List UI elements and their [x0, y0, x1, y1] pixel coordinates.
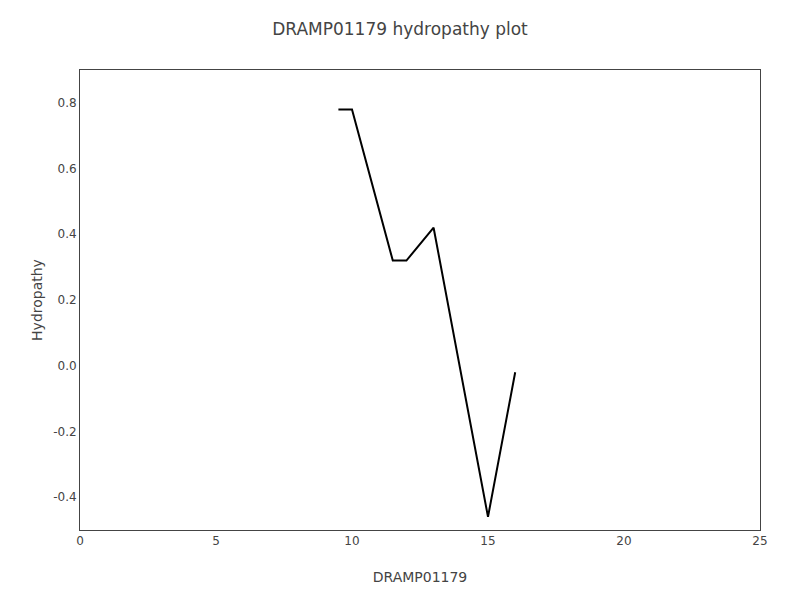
- svg-text:10: 10: [344, 534, 359, 548]
- svg-text:-0.2: -0.2: [53, 425, 76, 439]
- svg-text:0.8: 0.8: [58, 96, 77, 110]
- svg-text:25: 25: [752, 534, 767, 548]
- svg-text:DRAMP01179: DRAMP01179: [373, 569, 468, 585]
- svg-text:0.0: 0.0: [58, 359, 77, 373]
- svg-text:0.4: 0.4: [58, 227, 77, 241]
- svg-text:0.6: 0.6: [58, 162, 77, 176]
- svg-text:-0.4: -0.4: [53, 490, 76, 504]
- svg-text:0: 0: [76, 534, 84, 548]
- svg-text:0.2: 0.2: [58, 293, 77, 307]
- svg-text:5: 5: [212, 534, 220, 548]
- svg-text:15: 15: [480, 534, 495, 548]
- svg-text:Hydropathy: Hydropathy: [29, 259, 45, 341]
- svg-text:20: 20: [616, 534, 631, 548]
- svg-text:DRAMP01179 hydropathy plot: DRAMP01179 hydropathy plot: [272, 19, 528, 39]
